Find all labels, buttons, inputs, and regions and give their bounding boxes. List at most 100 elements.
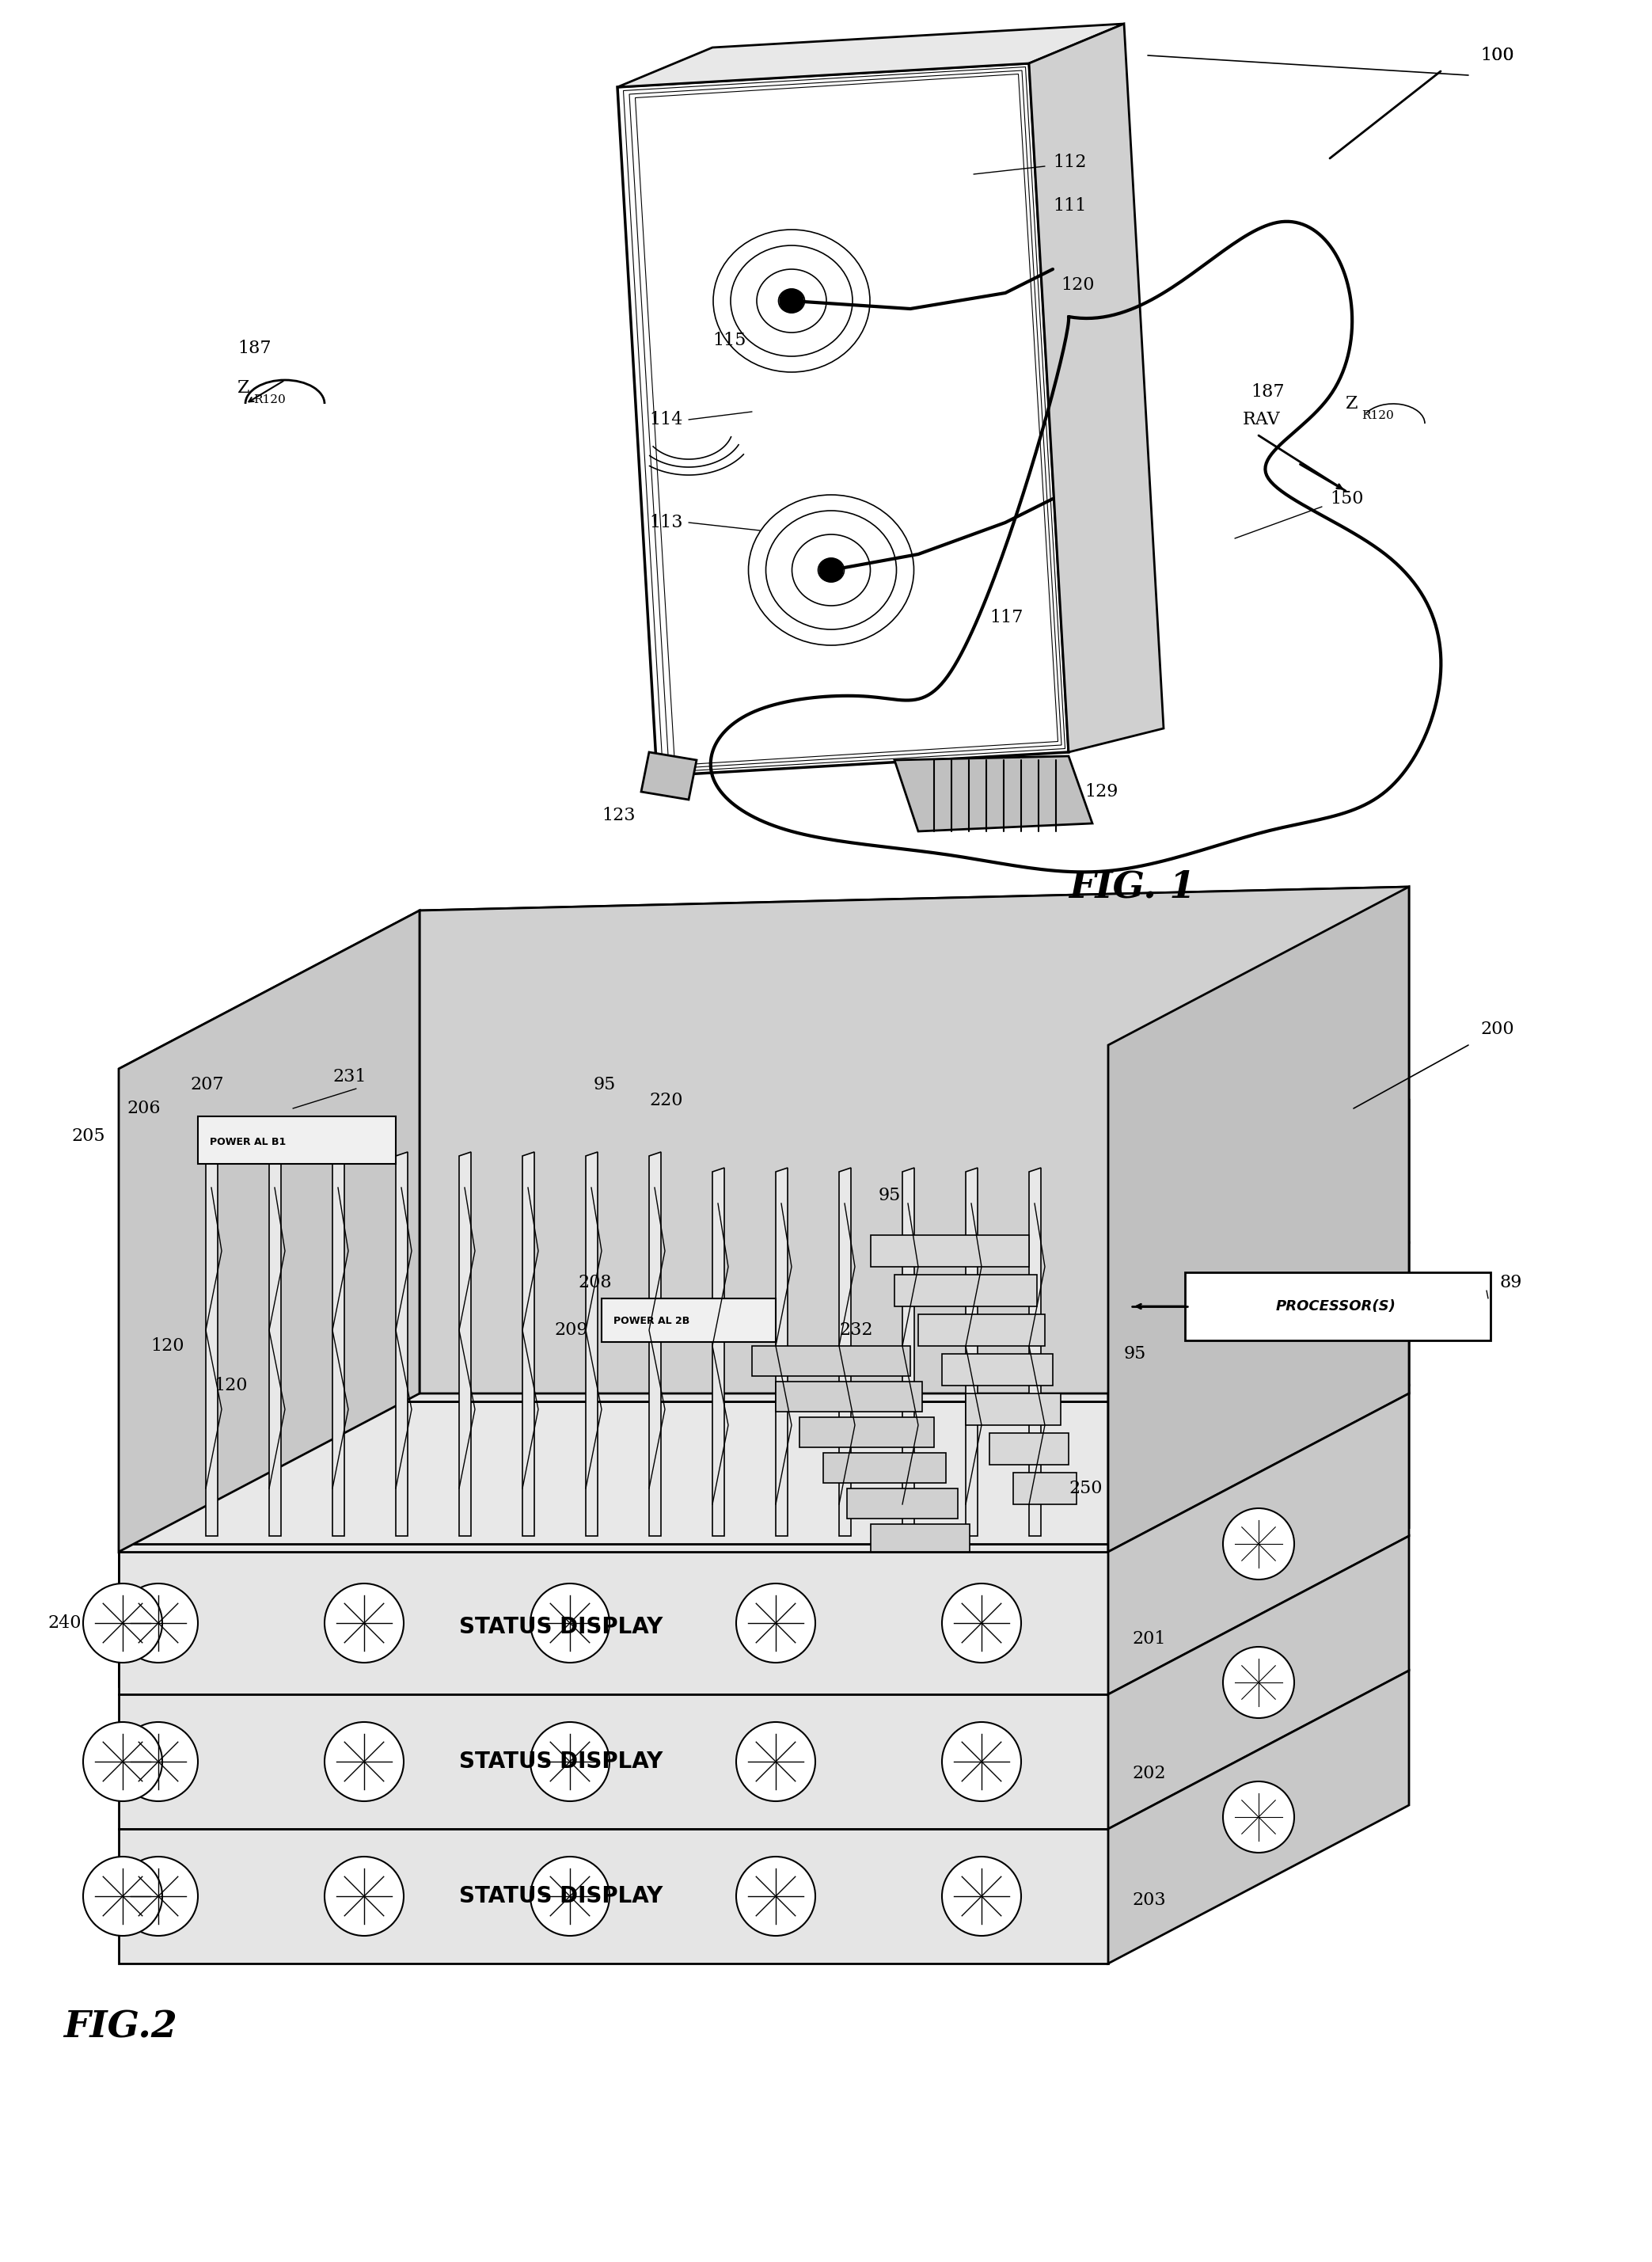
Polygon shape [332,1151,344,1536]
Text: 203: 203 [1132,1891,1166,1909]
Circle shape [83,1721,162,1801]
Text: 250: 250 [1069,1479,1102,1497]
Polygon shape [871,1525,970,1554]
Polygon shape [1013,1473,1077,1504]
Polygon shape [1108,1672,1409,1963]
Polygon shape [823,1452,947,1484]
Circle shape [324,1857,403,1936]
Polygon shape [1108,1536,1409,1830]
Polygon shape [119,1552,1108,1694]
Text: 114: 114 [649,412,682,428]
Text: 187: 187 [1251,382,1284,400]
Text: 207: 207 [190,1077,223,1093]
Polygon shape [396,1151,408,1536]
Text: STATUS DISPLAY: STATUS DISPLAY [459,1751,662,1773]
Polygon shape [966,1393,1061,1425]
Circle shape [1222,1782,1294,1853]
Polygon shape [1108,1102,1409,1402]
Circle shape [119,1721,198,1801]
Text: 95: 95 [1123,1346,1146,1362]
Polygon shape [119,1260,1108,1402]
Circle shape [942,1857,1021,1936]
Polygon shape [752,1346,910,1375]
Circle shape [530,1857,610,1936]
Circle shape [942,1583,1021,1663]
Text: 200: 200 [1480,1020,1513,1038]
Text: 117: 117 [990,608,1023,627]
Text: R120: R120 [1361,409,1394,421]
Circle shape [119,1583,198,1663]
Text: 209: 209 [553,1321,588,1339]
Polygon shape [1029,1167,1041,1536]
Text: POWER AL 2B: POWER AL 2B [613,1316,689,1326]
Text: 120: 120 [150,1337,183,1355]
Polygon shape [119,887,1409,1070]
Polygon shape [712,1167,724,1536]
Polygon shape [649,1151,661,1536]
FancyBboxPatch shape [198,1117,396,1165]
Polygon shape [1108,1244,1409,1545]
Text: STATUS DISPLAY: STATUS DISPLAY [459,1884,662,1907]
Polygon shape [919,1595,993,1626]
Polygon shape [206,1151,218,1536]
Circle shape [530,1721,610,1801]
Polygon shape [847,1488,958,1518]
Circle shape [737,1583,816,1663]
Text: 231: 231 [332,1068,367,1086]
Text: R120: R120 [253,394,286,405]
Text: 112: 112 [1052,154,1087,172]
Text: Z: Z [238,380,249,396]
Polygon shape [894,1276,1037,1307]
Polygon shape [119,1102,1409,1260]
Circle shape [737,1721,816,1801]
Text: 150: 150 [1330,491,1363,507]
Polygon shape [1108,1387,1409,1687]
Polygon shape [871,1235,1029,1267]
Text: 129: 129 [1084,783,1118,801]
Polygon shape [1029,25,1163,753]
Circle shape [119,1857,198,1936]
Polygon shape [420,887,1409,1393]
Text: 187: 187 [238,339,271,357]
Circle shape [737,1857,816,1936]
Circle shape [819,559,843,581]
Text: 100: 100 [1480,48,1513,63]
Circle shape [530,1583,610,1663]
Text: Z: Z [1346,396,1358,412]
Polygon shape [119,912,420,1552]
Polygon shape [119,1545,1108,1687]
Text: 95: 95 [593,1077,616,1093]
Circle shape [324,1721,403,1801]
Circle shape [780,290,803,312]
Text: 220: 220 [649,1093,682,1108]
Polygon shape [894,1561,981,1590]
Circle shape [1222,1647,1294,1719]
Text: STATUS DISPLAY: STATUS DISPLAY [459,1615,662,1638]
Polygon shape [902,1167,914,1536]
Text: PROCESSOR(S): PROCESSOR(S) [1275,1298,1396,1314]
Polygon shape [894,756,1092,832]
Circle shape [83,1857,162,1936]
Text: 100: 100 [1480,48,1513,63]
Polygon shape [966,1167,978,1536]
Circle shape [942,1721,1021,1801]
FancyBboxPatch shape [1184,1271,1490,1341]
Circle shape [83,1583,162,1663]
Polygon shape [119,1244,1409,1402]
Polygon shape [119,1830,1108,1963]
Polygon shape [919,1314,1044,1346]
Polygon shape [942,1355,1052,1387]
Text: 208: 208 [578,1274,611,1292]
Text: 206: 206 [127,1099,160,1117]
Polygon shape [119,1694,1108,1830]
Text: 95: 95 [879,1188,900,1203]
Polygon shape [618,25,1123,88]
Polygon shape [800,1418,933,1448]
Text: 201: 201 [1132,1631,1166,1647]
Polygon shape [1108,1393,1409,1694]
Circle shape [1222,1509,1294,1579]
Polygon shape [776,1382,922,1411]
Text: 123: 123 [601,808,636,823]
Text: 202: 202 [1132,1764,1166,1782]
Polygon shape [641,753,697,801]
